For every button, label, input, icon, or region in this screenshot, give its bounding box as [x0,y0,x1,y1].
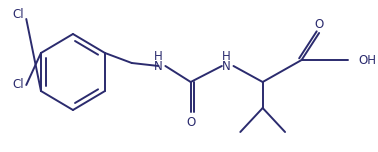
Text: H: H [222,50,231,64]
Text: N: N [154,60,163,74]
Text: O: O [314,19,324,31]
Text: OH: OH [358,54,376,67]
Text: Cl: Cl [12,7,24,21]
Text: O: O [186,116,195,128]
Text: Cl: Cl [12,78,24,92]
Text: N: N [222,60,231,74]
Text: H: H [154,50,163,64]
